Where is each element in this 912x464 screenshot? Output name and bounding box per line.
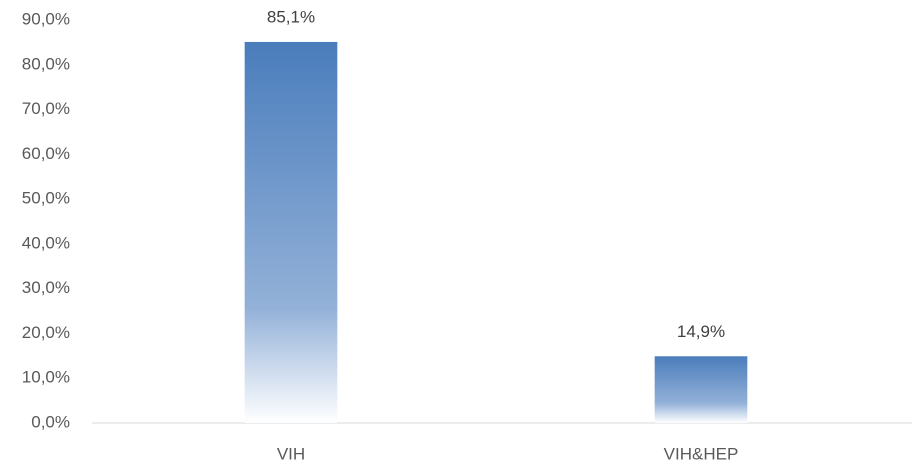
x-tick-label: VIH&HEP	[664, 444, 739, 463]
bar	[244, 41, 338, 424]
y-tick-label: 60,0%	[22, 144, 70, 163]
y-tick-label: 50,0%	[22, 189, 70, 208]
y-tick-label: 0,0%	[31, 412, 70, 431]
x-tick-label: VIH	[277, 444, 305, 463]
y-tick-label: 90,0%	[22, 9, 70, 28]
bar	[654, 356, 748, 423]
y-tick-label: 30,0%	[22, 278, 70, 297]
y-tick-label: 80,0%	[22, 54, 70, 73]
y-tick-label: 20,0%	[22, 323, 70, 342]
y-tick-label: 70,0%	[22, 99, 70, 118]
y-tick-label: 10,0%	[22, 368, 70, 387]
value-label: 14,9%	[677, 322, 725, 341]
value-label: 85,1%	[267, 7, 315, 26]
y-tick-label: 40,0%	[22, 233, 70, 252]
